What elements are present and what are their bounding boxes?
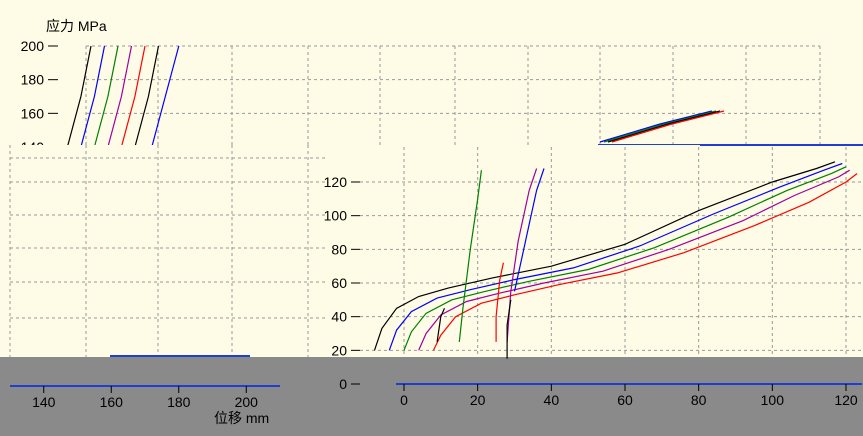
series-lower-right-1 [388,162,843,351]
y-tick-label-lower-right: 40 [331,309,347,325]
series-upper-0 [66,45,92,148]
series-lower-right-9 [506,299,512,359]
x-tick-label-lower-left: 180 [167,394,191,410]
series-upper-3 [107,45,133,148]
x-tick-label-lower-left: 160 [100,394,124,410]
y-tick-label-lower-right: 100 [324,208,348,224]
plot-area-lower-right [325,145,863,357]
series-upper-fragment-3 [611,110,725,143]
grid-upper [85,45,821,146]
x-tick-label-lower-right: 80 [691,392,707,408]
series-lower-right-4 [432,173,858,351]
x-tick-label-lower-right: 120 [834,392,858,408]
plot-area-lower-left [0,145,325,357]
series-upper-4 [120,45,146,148]
y-tick-label-lower-right: 20 [331,342,347,358]
series-upper-fragment-0 [599,110,713,143]
series-lower-right-2 [403,166,847,351]
y-axis-label-upper: 应力 MPa [46,18,107,34]
series-upper-1 [80,45,106,148]
series-upper [66,45,725,148]
series-upper-fragment-1 [603,110,717,143]
y-tick-label-lower-right: 60 [331,275,347,291]
series-upper-fragment-2 [607,110,721,143]
series-lower-right-5 [436,308,446,342]
chart-panel-lower-left: 140 160 180 200 位移 mm [0,145,325,426]
series-upper-2 [93,45,119,148]
series-lower-right-6 [458,170,482,342]
x-axis-label-lower-left: 位移 mm [214,410,269,426]
x-tick-label-lower-right: 60 [617,392,633,408]
y-tick-label-upper: 160 [21,105,45,121]
grid-lower-right [360,144,863,357]
y-tick-label-upper: 200 [21,38,45,54]
x-tick-label-lower-left: 200 [235,394,259,410]
x-tick-label-lower-right: 40 [544,392,560,408]
series-lower-right-10 [513,168,545,292]
series-lower-right-3 [418,169,851,351]
grid-lower-left [9,145,325,357]
x-tick-label-lower-right: 0 [400,392,408,408]
y-tick-label-lower-right: 0 [339,376,347,392]
chart-panel-lower-right: 0 20 40 60 80 100 120 0 20 40 60 80 100 120 [324,144,863,408]
series-lower-right-0 [373,161,836,351]
y-ticks-lower-right: 0 20 40 60 80 100 120 [324,174,360,392]
series-lower-right-8 [495,262,504,342]
series-lower-right [373,161,858,359]
x-tick-label-lower-right: 20 [470,392,486,408]
plot-area-upper [0,0,863,145]
x-tick-label-lower-right: 100 [761,392,785,408]
y-tick-label-lower-right: 80 [331,241,347,257]
y-tick-label-lower-right: 120 [324,174,348,190]
series-upper-5 [134,45,160,148]
x-tick-label-lower-left: 140 [32,394,56,410]
gray-background-band [0,356,863,436]
series-upper-6 [151,45,180,148]
x-ticks-lower-left: 140 160 180 200 [32,386,258,410]
y-tick-label-upper: 180 [21,72,45,88]
x-ticks-lower-right: 0 20 40 60 80 100 120 [400,384,858,408]
